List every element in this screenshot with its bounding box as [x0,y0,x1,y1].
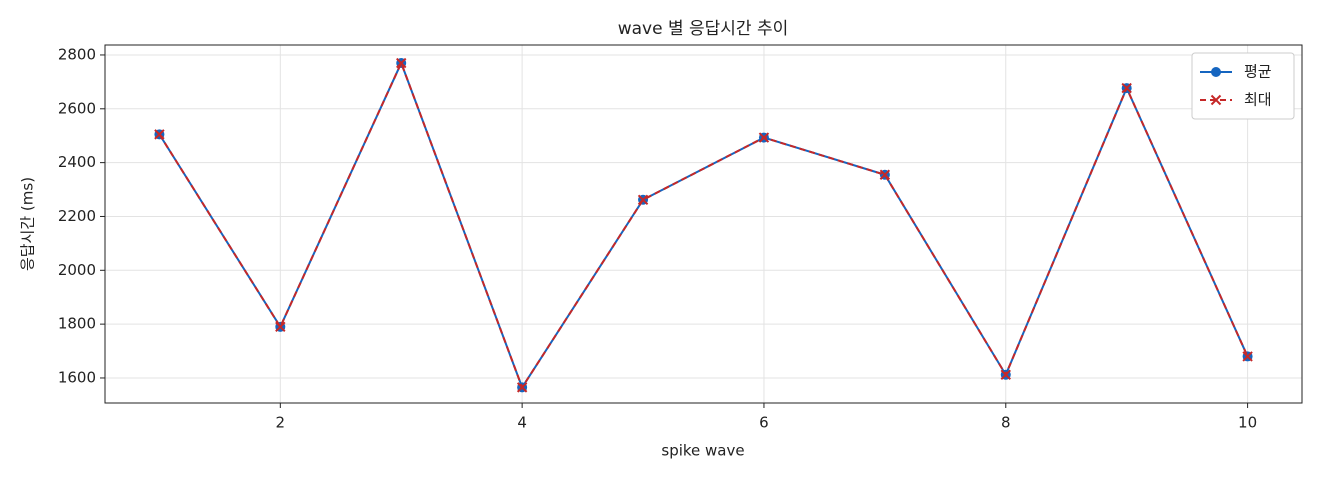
x-tick-label: 6 [759,414,769,432]
x-tick-label: 8 [1001,414,1011,432]
data-point [1121,82,1132,94]
y-tick-label: 2800 [58,45,96,63]
y-tick-label: 1800 [58,315,96,333]
y-tick-label: 1600 [58,368,96,386]
data-point [637,194,649,205]
y-tick-label: 2600 [58,99,96,117]
data-point [1000,369,1011,380]
y-tick-label: 2200 [58,207,96,225]
legend-marker [1211,67,1221,77]
chart-title: wave 별 응답시간 추이 [618,19,789,39]
data-point [396,57,407,69]
y-axis-label: 응답시간 (ms) [19,177,37,271]
data-point [758,132,770,143]
y-tick-label: 2000 [58,261,96,279]
legend-box [1191,52,1295,120]
series-line [158,60,1249,390]
legend-label: 평균 [1244,63,1272,81]
x-axis-label: spike wave [661,442,744,460]
x-tick-label: 10 [1238,414,1257,432]
legend-marker [1210,94,1222,106]
data-point [154,129,165,140]
x-tick-label: 4 [517,414,527,432]
data-point [879,169,891,180]
plot-frame [104,44,1303,404]
legend-label: 최대 [1244,91,1272,109]
data-point [516,382,528,393]
data-point [275,321,286,333]
x-tick-label: 2 [276,414,286,432]
data-point [1242,351,1253,362]
y-tick-label: 2400 [58,153,96,171]
